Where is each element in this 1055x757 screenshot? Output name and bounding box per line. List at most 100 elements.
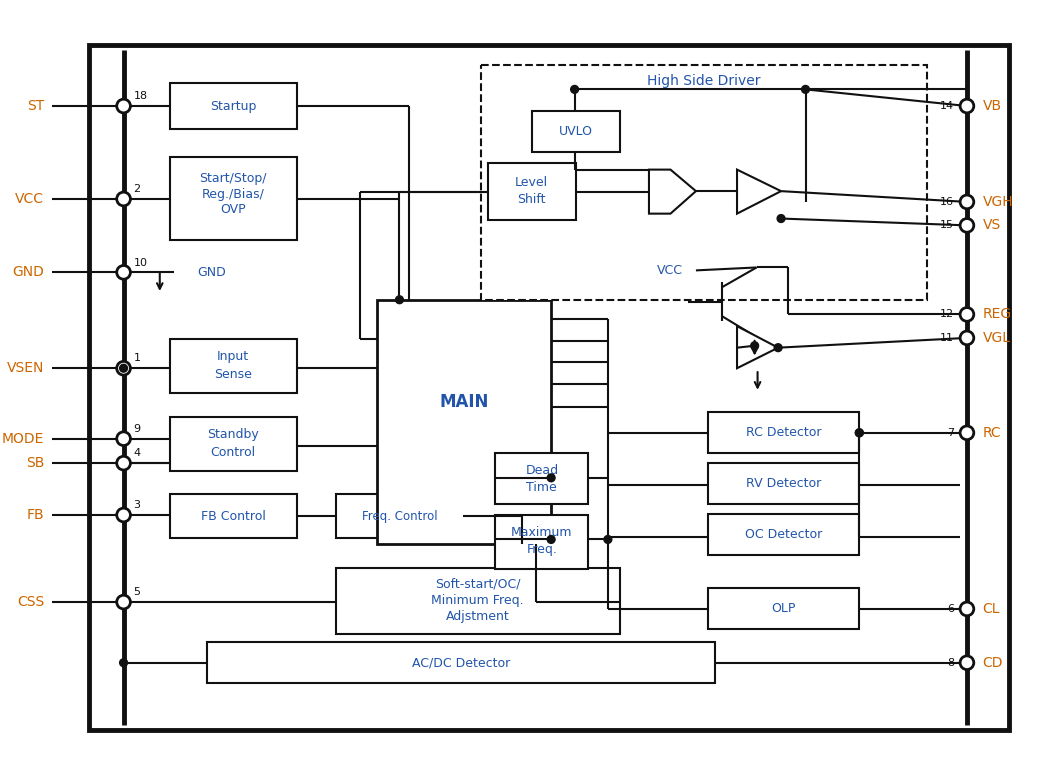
Bar [335,494,463,538]
Text: 8: 8 [947,658,954,668]
Text: MODE: MODE [2,431,44,446]
Text: 3: 3 [133,500,140,510]
Bar [335,568,619,634]
Circle shape [396,296,403,304]
Bar [207,642,715,684]
Text: FB Control: FB Control [200,510,266,523]
Text: Sense: Sense [214,368,252,381]
Text: Time: Time [526,481,557,494]
Text: 2: 2 [133,184,140,195]
Text: Freq.: Freq. [526,543,557,556]
Text: GND: GND [13,266,44,279]
Text: 5: 5 [133,587,140,597]
Text: 4: 4 [133,448,140,458]
Text: Dead: Dead [525,465,558,478]
Circle shape [548,474,555,481]
Text: OLP: OLP [771,603,795,615]
Text: 6: 6 [947,604,954,614]
Circle shape [117,266,131,279]
Circle shape [117,595,131,609]
Circle shape [117,99,131,113]
Text: 7: 7 [947,428,954,438]
Circle shape [119,659,128,667]
Circle shape [117,192,131,206]
Bar [377,300,551,544]
Text: High Side Driver: High Side Driver [647,73,761,88]
Text: 10: 10 [133,257,148,267]
Text: REG: REG [982,307,1012,322]
Text: Freq. Control: Freq. Control [362,510,437,523]
Text: VCC: VCC [657,264,684,277]
Circle shape [571,86,578,93]
Text: VCC: VCC [16,192,44,206]
Circle shape [856,429,863,437]
Text: ST: ST [27,99,44,113]
Text: VGL: VGL [982,331,1011,345]
Circle shape [119,364,128,372]
Bar [90,45,1009,731]
Text: RV Detector: RV Detector [746,477,821,491]
Bar [170,339,296,393]
Text: OVP: OVP [220,203,246,217]
Circle shape [117,508,131,522]
Text: FB: FB [26,508,44,522]
Circle shape [960,602,974,615]
Bar [170,157,296,240]
Text: VB: VB [982,99,1002,113]
Circle shape [802,86,809,93]
Circle shape [960,99,974,113]
Text: Standby: Standby [207,428,260,441]
Circle shape [960,307,974,321]
Bar [708,463,860,504]
Bar [708,514,860,555]
Text: AC/DC Detector: AC/DC Detector [413,656,511,669]
Text: VS: VS [982,218,1001,232]
Bar [496,453,589,504]
Text: RC Detector: RC Detector [746,426,821,439]
Text: Reg./Bias/: Reg./Bias/ [202,188,265,201]
Circle shape [960,331,974,344]
Text: VSEN: VSEN [7,361,44,375]
Polygon shape [737,326,779,368]
Text: Adjstment: Adjstment [446,610,510,623]
Text: Minimum Freq.: Minimum Freq. [431,593,524,606]
Text: 1: 1 [133,354,140,363]
Text: 9: 9 [133,424,140,434]
Bar [532,111,619,152]
Text: UVLO: UVLO [558,125,593,138]
Text: Start/Stop/: Start/Stop/ [199,172,267,185]
Polygon shape [737,170,781,213]
Circle shape [960,195,974,209]
Bar [708,588,860,630]
Circle shape [117,431,131,446]
Bar [170,83,296,129]
Text: Level: Level [515,176,549,188]
Bar [170,494,296,538]
Circle shape [751,342,759,350]
Bar [496,515,589,569]
Text: VGH: VGH [982,195,1013,209]
Text: Startup: Startup [210,99,256,113]
Circle shape [960,219,974,232]
Circle shape [856,429,863,437]
Text: RC: RC [982,425,1001,440]
Circle shape [548,535,555,544]
Circle shape [603,535,612,544]
Text: Input: Input [217,350,249,363]
Text: 16: 16 [940,197,954,207]
Polygon shape [649,170,696,213]
Text: Soft-start/OC/: Soft-start/OC/ [435,578,520,591]
Text: 11: 11 [940,333,954,343]
Text: 18: 18 [133,92,148,101]
Bar [487,163,576,220]
Text: Shift: Shift [517,194,545,207]
Bar [170,417,296,471]
Text: CL: CL [982,602,1000,616]
Bar [708,413,860,453]
Text: SB: SB [26,456,44,470]
Text: 14: 14 [940,101,954,111]
Text: Maximum: Maximum [511,526,573,539]
Text: CSS: CSS [17,595,44,609]
Circle shape [117,456,131,470]
Circle shape [960,426,974,440]
